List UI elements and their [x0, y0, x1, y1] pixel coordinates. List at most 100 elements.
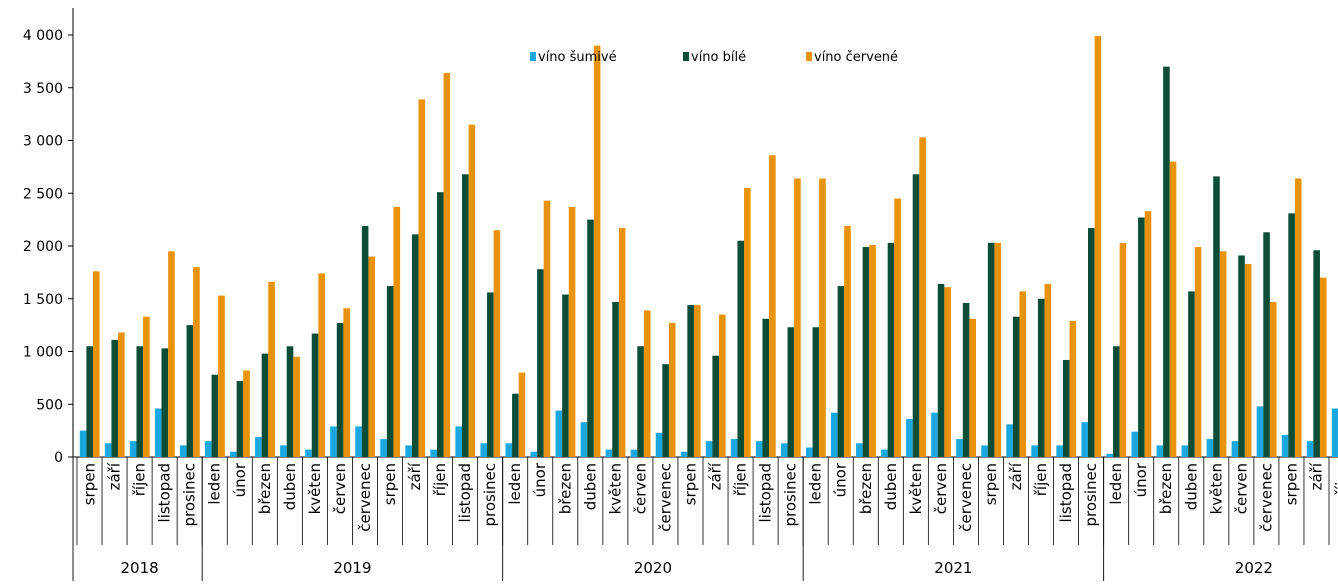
x-tick-label: srpen — [681, 463, 699, 505]
bar-series-2 — [543, 200, 551, 457]
x-tick-label: srpen — [1282, 463, 1300, 505]
bar-series-2 — [969, 318, 976, 457]
bar-series-0 — [330, 426, 337, 457]
bar-series-2 — [368, 256, 376, 457]
bar-series-2 — [618, 228, 626, 457]
bar-series-0 — [555, 410, 563, 457]
bar-series-2 — [719, 314, 726, 457]
legend-label: víno červené — [814, 50, 898, 65]
bar-series-1 — [762, 318, 770, 457]
bar-series-2 — [343, 308, 350, 457]
y-tick-label: 3 000 — [23, 134, 63, 150]
bar-series-0 — [981, 445, 988, 457]
bar-series-2 — [1044, 283, 1052, 457]
legend-swatch — [806, 52, 812, 61]
bar-series-0 — [104, 443, 112, 457]
bar-series-0 — [1281, 434, 1289, 457]
bar-series-2 — [894, 198, 901, 457]
bar-series-2 — [293, 356, 300, 457]
bar-series-0 — [280, 445, 287, 457]
x-axis-labels: srpen září říjen listopad prosinec leden únor b… — [72, 457, 1338, 581]
bar-series-2 — [769, 155, 776, 457]
year-label: 2019 — [333, 559, 371, 577]
bar-series-0 — [831, 412, 838, 457]
bar-series-2 — [994, 242, 1002, 457]
x-tick-label: listopad — [757, 463, 775, 522]
bar-series-1 — [336, 323, 344, 457]
bar-series-0 — [230, 451, 237, 457]
bar-series-0 — [881, 449, 888, 457]
x-tick-label: červen — [331, 463, 349, 514]
bar-series-2 — [668, 323, 676, 457]
bar-series-1 — [236, 381, 244, 457]
bar-series-2 — [1094, 36, 1102, 458]
bar-series-0 — [1081, 422, 1088, 457]
bar-series-0 — [405, 445, 412, 457]
bar-series-1 — [311, 333, 319, 457]
bar-series-1 — [1037, 298, 1045, 457]
bar-series-2 — [794, 178, 801, 458]
bar-series-0 — [305, 449, 312, 457]
bar-series-1 — [637, 346, 644, 457]
bar-series-1 — [161, 348, 169, 457]
bar-series-1 — [512, 393, 519, 457]
bar-series-0 — [154, 408, 162, 457]
x-tick-label: květen — [1207, 463, 1225, 514]
bar-series-2 — [418, 99, 426, 458]
bar-series-2 — [1019, 291, 1027, 457]
bar-series-2 — [643, 310, 651, 457]
x-tick-label: únor — [531, 462, 549, 497]
y-tick-label: 1 000 — [23, 345, 63, 361]
x-tick-label: srpen — [982, 463, 1000, 505]
bar-series-2 — [318, 273, 325, 457]
bar-series-1 — [1188, 291, 1195, 457]
bar-series-2 — [218, 295, 225, 457]
x-tick-label: září — [406, 462, 424, 490]
x-tick-label: říjen — [1032, 463, 1050, 496]
legend-label: víno bílé — [691, 50, 746, 65]
bar-series-2 — [869, 244, 876, 457]
x-tick-label: duben — [281, 463, 299, 510]
bar-series-1 — [86, 346, 93, 457]
bar-series-2 — [744, 187, 751, 458]
bar-series-1 — [1163, 66, 1170, 458]
bar-series-0 — [580, 422, 588, 457]
bar-series-2 — [518, 372, 526, 457]
bar-series-0 — [179, 445, 187, 457]
bar-series-0 — [205, 441, 212, 457]
x-tick-label: říjen — [431, 463, 449, 496]
x-tick-label: srpen — [381, 463, 399, 505]
bar-series-0 — [1256, 406, 1264, 457]
x-tick-label: leden — [506, 463, 524, 505]
bar-series-0 — [1131, 431, 1139, 457]
bar-series-2 — [443, 72, 451, 457]
x-tick-label: listopad — [156, 463, 174, 522]
bar-series-1 — [286, 346, 294, 457]
bar-series-0 — [1056, 445, 1063, 457]
x-tick-label: prosinec — [181, 463, 199, 527]
x-tick-label: únor — [832, 462, 850, 497]
y-tick-label: 2 500 — [23, 186, 63, 202]
bar-series-0 — [730, 439, 738, 457]
x-tick-label: únor — [231, 462, 249, 497]
bar-series-1 — [111, 339, 119, 457]
legend-label: víno šumivé — [538, 50, 617, 65]
bar-series-1 — [462, 174, 469, 457]
bar-series-2 — [919, 137, 926, 457]
bar-series-0 — [1181, 445, 1189, 457]
bar-series-1 — [136, 346, 144, 457]
bar-series-1 — [662, 364, 669, 457]
bar-series-1 — [1238, 255, 1245, 457]
bar-series-0 — [680, 451, 688, 457]
x-tick-label: prosinec — [481, 463, 499, 527]
bar-series-2 — [143, 316, 150, 457]
x-tick-label: září — [1307, 462, 1325, 490]
x-tick-label: květen — [606, 463, 624, 514]
bar-series-1 — [937, 283, 945, 457]
x-tick-label: říjen — [1333, 463, 1338, 496]
bar-series-1 — [912, 174, 920, 457]
bar-series-1 — [1113, 346, 1120, 457]
bar-series-2 — [593, 45, 601, 458]
bar-series-2 — [819, 178, 826, 458]
